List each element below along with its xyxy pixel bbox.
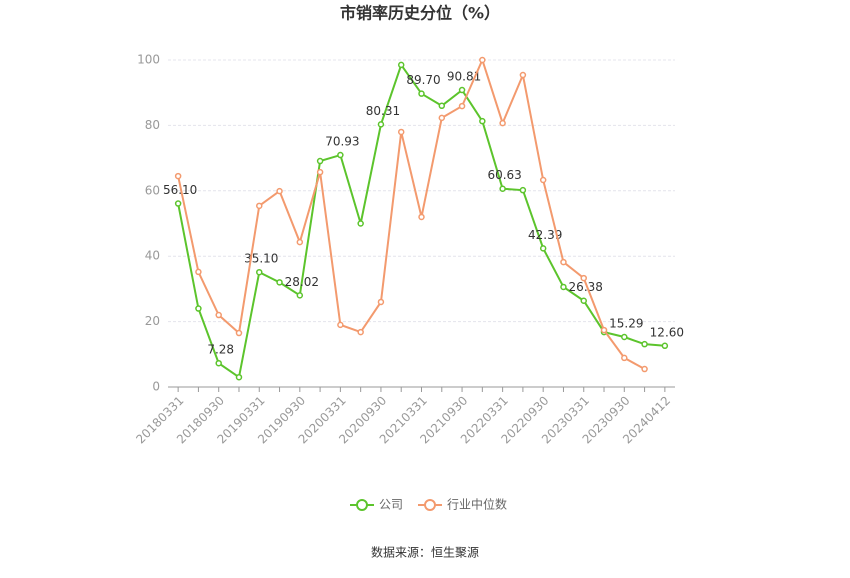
point (519, 186, 527, 194)
point (377, 298, 385, 306)
point (256, 268, 263, 276)
point (519, 71, 527, 79)
point (276, 279, 283, 286)
point (641, 365, 648, 373)
point (479, 56, 486, 64)
y-tick-label: 0 (152, 380, 160, 394)
point (235, 329, 243, 337)
value-label: 60.63 (487, 168, 521, 182)
point (458, 86, 466, 94)
point (215, 311, 222, 319)
value-label: 80.31 (366, 104, 400, 118)
point (316, 157, 324, 165)
point (296, 238, 304, 246)
value-label: 15.29 (609, 317, 643, 331)
value-label: 12.60 (650, 325, 684, 339)
point (256, 202, 263, 210)
y-tick-label: 20 (145, 314, 160, 328)
legend-marker (424, 499, 436, 511)
point (438, 114, 446, 122)
point (580, 274, 587, 282)
y-tick-label: 60 (145, 183, 160, 197)
point (276, 187, 283, 195)
legend-label: 行业中位数 (447, 497, 507, 512)
value-label: 35.10 (244, 252, 278, 266)
value-label: 7.28 (207, 343, 234, 357)
value-label: 42.39 (528, 228, 562, 242)
point (296, 292, 304, 299)
point (397, 61, 405, 69)
legend-label: 公司 (379, 498, 403, 512)
value-label: 70.93 (325, 135, 359, 149)
point (539, 176, 547, 184)
series-line (177, 57, 646, 370)
value-label: 89.70 (406, 73, 440, 87)
point (499, 185, 506, 192)
point (195, 268, 202, 276)
point (580, 297, 587, 304)
point (418, 90, 425, 97)
point (357, 328, 364, 336)
point (215, 359, 222, 367)
point (418, 213, 425, 221)
point (479, 117, 486, 125)
point (357, 220, 364, 227)
point (621, 354, 628, 362)
point (377, 121, 385, 128)
point (600, 326, 608, 334)
point (337, 151, 344, 159)
point (438, 102, 446, 110)
y-tick-label: 80 (145, 118, 160, 132)
point (174, 172, 182, 180)
value-label: 28.02 (285, 275, 319, 289)
y-tick-label: 40 (145, 249, 160, 263)
value-label: 26.38 (569, 280, 603, 294)
point (316, 168, 324, 176)
chart-title: 市销率历史分位（%） (340, 4, 500, 23)
point (641, 340, 648, 348)
point (458, 102, 466, 110)
point (195, 305, 202, 312)
point (560, 283, 567, 291)
point (337, 321, 344, 329)
point (621, 333, 628, 341)
series-line (177, 62, 665, 379)
point (397, 128, 405, 136)
point (174, 200, 182, 207)
point (560, 258, 567, 266)
source: 数据来源：恒生聚源 (371, 545, 479, 560)
point (661, 342, 669, 350)
point (539, 245, 547, 252)
point (235, 373, 243, 381)
legend-marker (356, 499, 368, 511)
y-tick-label: 100 (137, 53, 160, 67)
point (499, 119, 506, 127)
